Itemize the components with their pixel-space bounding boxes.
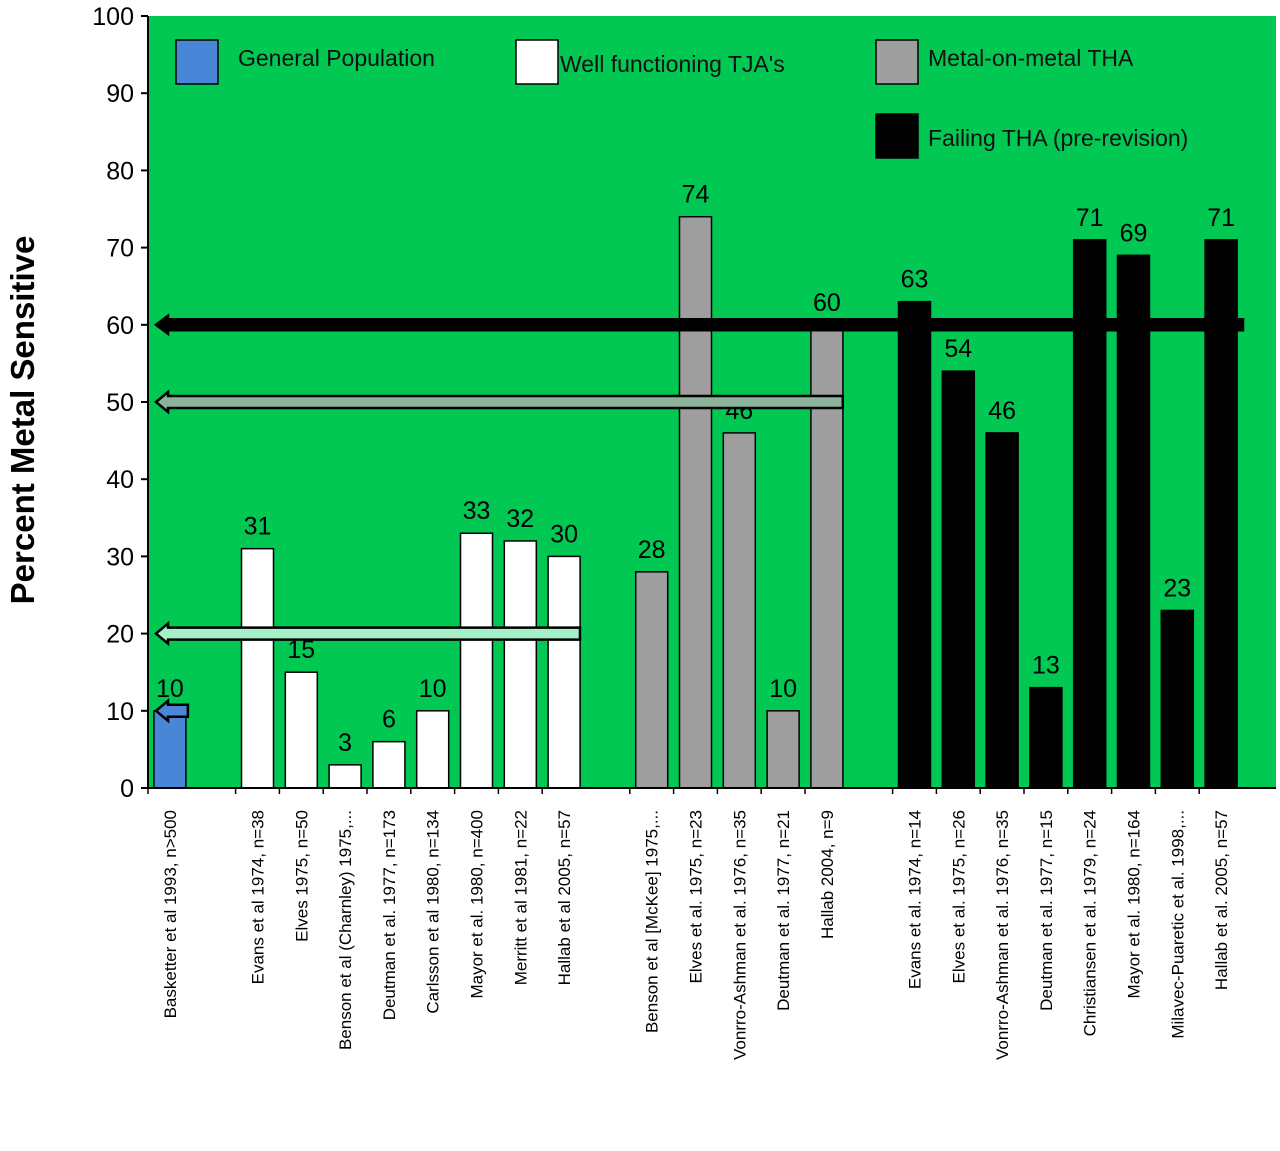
bar-value-label: 28 xyxy=(638,536,666,564)
x-tick-label: Hallab 2004, n=9 xyxy=(818,810,837,939)
y-tick-label: 100 xyxy=(92,3,134,31)
y-tick-label: 10 xyxy=(106,698,134,726)
x-tick-label: Elves et al. 1975, n=26 xyxy=(949,810,968,983)
y-tick-label: 90 xyxy=(106,80,134,108)
bar-value-label: 13 xyxy=(1032,652,1060,680)
bar xyxy=(284,671,319,789)
x-tick-label: Mayor et al. 1980, n=400 xyxy=(468,810,487,999)
legend-swatch xyxy=(515,39,559,85)
x-tick-label: Vonrro-Ashman et al. 1976, n=35 xyxy=(730,810,749,1060)
x-tick-label: Benson et al [McKee] 1975,... xyxy=(643,810,662,1033)
x-tick-label: Elves 1975, n=50 xyxy=(292,810,311,942)
bar-value-label: 54 xyxy=(944,335,972,363)
bar-value-label: 10 xyxy=(419,675,447,703)
x-tick-label: Hallab et al 2005, n=57 xyxy=(555,810,574,985)
bar-value-label: 60 xyxy=(813,289,841,317)
y-tick-label: 50 xyxy=(106,389,134,417)
x-tick-label: Vonrro-Ashman et al. 1976, n=35 xyxy=(993,810,1012,1060)
bar xyxy=(810,324,844,789)
bar-value-label: 23 xyxy=(1163,574,1191,602)
bar xyxy=(634,571,669,789)
bar-value-label: 3 xyxy=(338,729,352,757)
y-tick-label: 20 xyxy=(106,621,134,649)
bar xyxy=(503,540,538,789)
x-tick-label: Mayor et al. 1980, n=164 xyxy=(1125,810,1144,999)
legend-label: Failing THA (pre-revision) xyxy=(928,125,1188,151)
bar xyxy=(897,300,932,789)
bar-value-label: 46 xyxy=(988,397,1016,425)
bar-value-label: 74 xyxy=(682,181,710,209)
bar xyxy=(153,710,187,789)
legend-swatch xyxy=(875,39,919,85)
bar-value-label: 30 xyxy=(550,520,578,548)
bar xyxy=(985,432,1019,789)
reference-arrow xyxy=(153,313,1245,337)
bar xyxy=(415,710,450,789)
bar xyxy=(372,740,406,789)
y-tick-label: 40 xyxy=(106,466,134,494)
x-tick-label: Deutman et al. 1977, n=15 xyxy=(1037,810,1056,1011)
bar-value-label: 6 xyxy=(382,706,396,734)
bar xyxy=(1029,686,1063,789)
legend-label: General Population xyxy=(238,45,435,71)
legend-label: Well functioning TJA's xyxy=(560,51,785,77)
bar xyxy=(547,555,581,789)
y-tick-label: 60 xyxy=(106,312,134,340)
bar-value-label: 71 xyxy=(1207,204,1235,232)
x-tick-label: Basketter et al 1993, n>500 xyxy=(161,810,180,1018)
x-tick-label: Hallab et al. 2005, n=57 xyxy=(1212,810,1231,990)
x-tick-label: Elves et al. 1975, n=23 xyxy=(687,810,706,983)
x-tick-label: Evans et al. 1974, n=14 xyxy=(906,810,925,989)
legend-swatch xyxy=(175,39,219,85)
x-tick-label: Deutman et al. 1977, n=173 xyxy=(380,810,399,1020)
bar-value-label: 15 xyxy=(287,636,315,664)
reference-arrow xyxy=(154,698,190,724)
bar-value-label: 71 xyxy=(1076,204,1104,232)
bar-value-label: 31 xyxy=(244,513,272,541)
y-tick-label: 70 xyxy=(106,235,134,263)
bar xyxy=(766,710,800,789)
x-tick-label: Carlsson et al 1980, n=134 xyxy=(424,810,443,1014)
bar-value-label: 32 xyxy=(506,505,534,533)
x-tick-label: Benson et al (Charnley) 1975,... xyxy=(336,810,355,1050)
bar xyxy=(941,370,976,789)
x-tick-label: Christiansen et al. 1979, n=24 xyxy=(1081,810,1100,1036)
bar xyxy=(240,547,275,789)
bar xyxy=(722,432,757,789)
bar xyxy=(328,764,362,789)
bar xyxy=(1116,254,1151,789)
bar xyxy=(678,215,713,789)
bar-value-label: 10 xyxy=(156,675,184,703)
bar-value-label: 10 xyxy=(769,675,797,703)
x-tick-label: Merritt et al 1981, n=22 xyxy=(511,810,530,985)
x-tick-label: Deutman et al. 1977, n=21 xyxy=(774,810,793,1011)
reference-arrow xyxy=(154,620,582,647)
bar-value-label: 69 xyxy=(1120,219,1148,247)
legend-label: Metal-on-metal THA xyxy=(928,45,1134,71)
y-tick-label: 0 xyxy=(120,775,134,803)
y-axis-title: Percent Metal Sensitive xyxy=(4,236,41,605)
reference-arrow xyxy=(154,389,845,415)
bar-value-label: 33 xyxy=(463,497,491,525)
y-tick-label: 30 xyxy=(106,543,134,571)
x-tick-label: Milavec-Puaretic et al. 1998,... xyxy=(1168,810,1187,1039)
bar-value-label: 63 xyxy=(901,266,929,294)
x-tick-label: Evans et al 1974, n=38 xyxy=(249,810,268,984)
y-tick-label: 80 xyxy=(106,157,134,185)
legend-swatch xyxy=(875,113,919,159)
bar xyxy=(1160,609,1195,789)
bar xyxy=(459,532,494,789)
